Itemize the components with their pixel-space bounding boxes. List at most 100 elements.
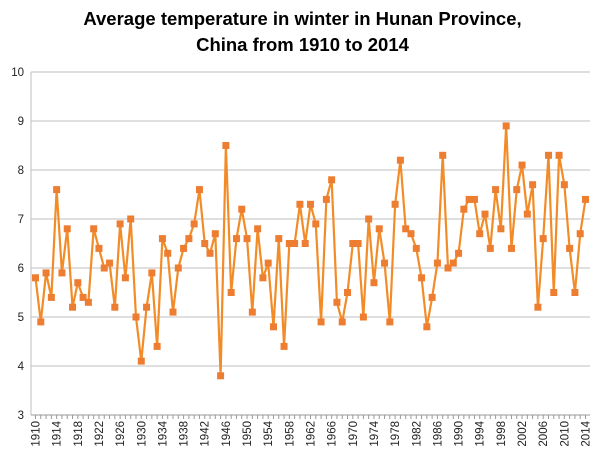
data-point: [232, 235, 240, 243]
data-point: [338, 318, 346, 326]
y-tick-label: 4: [18, 361, 25, 373]
data-point: [90, 225, 98, 233]
data-point: [121, 274, 129, 282]
series-temperature: [34, 124, 587, 377]
data-point: [254, 225, 262, 233]
data-point: [529, 181, 537, 189]
data-point: [259, 274, 267, 282]
data-point: [37, 318, 45, 326]
data-point: [322, 195, 330, 203]
data-point: [423, 323, 431, 331]
x-tick-label: 1962: [306, 421, 318, 447]
x-tick-label: 1982: [411, 421, 423, 447]
data-point: [132, 313, 140, 321]
data-point: [492, 186, 500, 194]
y-tick-label: 10: [11, 67, 24, 79]
data-point: [386, 318, 394, 326]
data-point: [481, 210, 489, 218]
x-tick-label: 1950: [242, 421, 254, 447]
data-point: [47, 293, 55, 301]
data-point: [58, 269, 66, 277]
data-point: [164, 249, 172, 257]
data-point: [174, 264, 182, 272]
data-point: [248, 308, 256, 316]
data-point: [381, 259, 389, 267]
x-tick-label: 1914: [52, 420, 64, 446]
data-point: [460, 205, 468, 213]
data-point: [190, 220, 198, 228]
data-point: [344, 289, 352, 296]
data-point: [497, 225, 505, 233]
y-tick-label: 5: [18, 312, 24, 324]
x-tick-label: 2010: [559, 421, 571, 447]
data-point: [95, 244, 103, 252]
data-point: [169, 308, 177, 316]
data-point: [365, 215, 373, 223]
x-tick-label: 1934: [157, 420, 169, 446]
x-tick-label: 1942: [200, 421, 212, 447]
x-tick-label: 1966: [327, 421, 339, 447]
data-point: [63, 225, 71, 233]
data-point: [106, 259, 114, 267]
data-point: [111, 303, 119, 311]
data-point: [42, 269, 50, 277]
x-tick-label: 1958: [284, 421, 296, 447]
data-point: [428, 293, 436, 301]
x-axis: 1910 1914 1918 1922 1926 1930 1934 1938 1942 1946…: [31, 414, 593, 447]
x-tick-label: 1918: [73, 421, 85, 447]
y-tick-label: 8: [18, 165, 24, 177]
data-markers: [32, 122, 589, 380]
series-line: [34, 124, 587, 377]
data-point: [217, 372, 225, 380]
data-point: [222, 142, 230, 149]
chart-title: Average temperature in winter in Hunan P…: [0, 6, 605, 58]
x-tick-label: 1938: [179, 421, 191, 447]
data-point: [137, 357, 145, 365]
data-point: [370, 279, 378, 287]
x-tick-label: 1946: [221, 421, 233, 447]
data-point: [206, 249, 214, 257]
data-point: [402, 225, 410, 233]
data-point: [465, 195, 473, 203]
data-point: [418, 274, 426, 282]
data-point: [285, 240, 293, 247]
data-point: [53, 186, 61, 194]
x-tick-label: 1990: [454, 421, 466, 447]
data-point: [534, 303, 542, 311]
x-tick-label: 2002: [517, 421, 529, 447]
data-point: [354, 240, 362, 247]
data-point: [307, 200, 314, 208]
y-tick-label: 9: [18, 116, 24, 128]
data-point: [291, 240, 299, 247]
data-point: [333, 298, 341, 306]
data-point: [470, 195, 478, 203]
data-point: [84, 298, 92, 306]
y-tick-label: 3: [18, 410, 24, 422]
data-point: [555, 151, 563, 159]
y-axis-tick-labels: 3 4 5 6 7 8 9 10: [11, 67, 24, 422]
data-point: [375, 225, 383, 233]
data-point: [195, 186, 203, 194]
data-point: [433, 259, 441, 267]
data-point: [571, 289, 579, 296]
chart-title-line-1: Average temperature in winter in Hunan P…: [83, 8, 522, 29]
data-point: [180, 244, 188, 252]
data-point: [296, 200, 304, 208]
data-point: [127, 215, 135, 223]
data-point: [269, 323, 277, 331]
x-tick-label: 1954: [263, 420, 275, 446]
data-point: [238, 205, 246, 213]
x-tick-label: 1978: [390, 421, 402, 447]
data-point: [396, 156, 404, 164]
data-point: [201, 240, 209, 247]
data-point: [566, 244, 574, 252]
x-tick-label: 1986: [432, 421, 444, 447]
x-tick-label: 1910: [31, 421, 43, 447]
data-point: [349, 240, 357, 247]
data-point: [544, 151, 552, 159]
data-point: [317, 318, 325, 326]
data-point: [455, 249, 463, 257]
data-point: [444, 264, 452, 272]
x-tick-label: 1930: [136, 421, 148, 447]
